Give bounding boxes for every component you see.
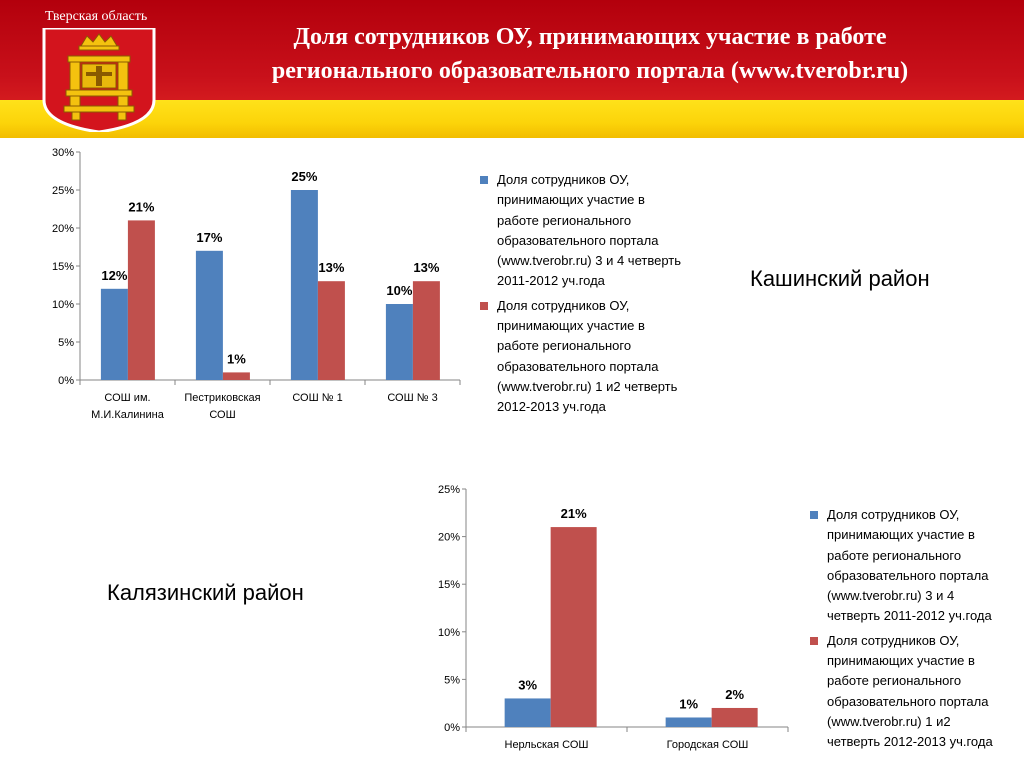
y-tick-label: 15% (438, 579, 460, 591)
legend-line: образовательного портала (827, 567, 989, 583)
legend-item-series-1: Доля сотрудников ОУ, принимающих участие… (810, 505, 1010, 627)
bar-series-2 (127, 220, 155, 380)
y-tick-label: 20% (438, 532, 460, 544)
kashin-legend: Доля сотрудников ОУ, принимающих участие… (480, 170, 708, 422)
legend-line: работе регионального (827, 547, 962, 563)
y-tick-label: 10% (438, 627, 460, 639)
legend-line: 2011-2012 уч.года (497, 273, 605, 289)
y-tick-label: 0% (58, 375, 74, 387)
legend-line: принимающих участие в (497, 318, 645, 334)
slide-title-line-1: Доля сотрудников ОУ, принимающих участие… (293, 24, 887, 50)
legend-line: работе регионального (497, 338, 632, 354)
legend-line: принимающих участие в (497, 192, 645, 208)
x-tick-label-line: СОШ № 3 (387, 392, 437, 404)
kalyazin-legend: Доля сотрудников ОУ, принимающих участие… (810, 505, 1010, 757)
legend-line: Доля сотрудников ОУ, (827, 632, 960, 648)
x-tick-label: Пестриковская СОШ (184, 392, 260, 421)
legend-swatch-series-1 (480, 176, 488, 184)
tver-coat-of-arms-icon (42, 28, 156, 132)
legend-line: 2012-2013 уч.года (497, 399, 606, 415)
bar-series-1 (504, 698, 551, 727)
x-tick-label-line: Городская СОШ (667, 739, 749, 751)
region-label: Тверская область (45, 9, 148, 24)
legend-line: принимающих участие в (827, 653, 975, 669)
x-tick-label-line: Нерльская СОШ (505, 739, 589, 751)
legend-line: образовательного портала (827, 693, 989, 709)
legend-swatch-series-2 (480, 301, 488, 310)
header-yellow-band (0, 100, 1024, 138)
y-tick-label: 5% (58, 337, 74, 349)
data-label: 21% (128, 199, 154, 214)
legend-line: принимающих участие в (827, 527, 975, 543)
y-tick-label: 30% (52, 147, 74, 159)
y-tick-label: 20% (52, 223, 74, 235)
kalyazin-region-label: Калязинский район (107, 580, 304, 605)
legend-swatch-series-2 (810, 636, 818, 645)
data-label: 1% (679, 696, 698, 711)
data-label: 21% (561, 506, 587, 521)
x-tick-label-line: М.И.Калинина (91, 409, 165, 421)
legend-item-series-1: Доля сотрудников ОУ, принимающих участие… (480, 170, 708, 292)
x-tick-label: СОШ № 3 (387, 392, 437, 404)
x-tick-label: Нерльская СОШ (505, 739, 589, 751)
slide-title: Доля сотрудников ОУ, принимающих участие… (170, 20, 1010, 88)
legend-line: работе регионального (497, 212, 632, 228)
legend-line: работе регионального (827, 673, 962, 689)
legend-line: Доля сотрудников ОУ, (497, 297, 630, 313)
x-tick-label-line: СОШ (209, 409, 235, 421)
legend-line: (www.tverobr.ru) 3 и 4 (827, 588, 955, 604)
legend-swatch-series-1 (810, 511, 818, 519)
bar-series-1 (665, 717, 712, 727)
legend-line: (www.tverobr.ru) 1 и2 четверть (497, 378, 678, 394)
data-label: 10% (386, 283, 412, 298)
y-tick-label: 15% (52, 261, 74, 273)
data-label: 12% (101, 268, 127, 283)
y-tick-label: 25% (438, 484, 460, 496)
data-label: 2% (725, 687, 744, 702)
slide-header: Тверская область Доля сотрудников ОУ, пр… (0, 0, 1024, 138)
x-tick-label-line: Пестриковская (184, 392, 260, 404)
data-label: 13% (413, 260, 439, 275)
chart-kashin: 0% 5% 10% 15% 20% 25% 30% СОШ им. М.И.Калинина Пе… (52, 147, 461, 421)
bar-series-2 (711, 707, 758, 727)
data-label: 17% (196, 230, 222, 245)
bar-series-1 (100, 288, 128, 380)
bar-series-1 (290, 190, 318, 380)
legend-line: образовательного портала (497, 358, 659, 374)
legend-line: Доля сотрудников ОУ, (497, 172, 630, 187)
data-label: 3% (518, 677, 537, 692)
legend-line: четверть 2012-2013 уч.года (827, 734, 993, 750)
y-tick-label: 5% (444, 674, 460, 686)
legend-line: (www.tverobr.ru) 3 и 4 четверть (497, 253, 681, 269)
slide-title-line-2: регионального образовательного портала (… (271, 58, 909, 84)
kashin-region-label: Кашинский район (750, 266, 930, 291)
legend-item-series-2: Доля сотрудников ОУ, принимающих участие… (480, 296, 708, 418)
bar-series-1 (385, 304, 413, 380)
x-tick-label: Городская СОШ (667, 739, 749, 751)
bar-series-2 (317, 281, 345, 380)
legend-line: образовательного портала (497, 232, 659, 248)
bar-series-2 (412, 281, 440, 380)
y-tick-label: 25% (52, 185, 74, 197)
x-tick-label: СОШ № 1 (292, 392, 342, 404)
bar-series-2 (550, 527, 597, 727)
legend-line: Доля сотрудников ОУ, (827, 507, 960, 522)
x-tick-label-line: СОШ № 1 (292, 392, 342, 404)
bar-series-1 (195, 250, 223, 380)
x-tick-label-line: СОШ им. (104, 392, 150, 404)
y-tick-label: 10% (52, 299, 74, 311)
x-tick-label: СОШ им. М.И.Калинина (91, 392, 165, 421)
legend-line: четверть 2011-2012 уч.года (827, 608, 992, 624)
data-label: 1% (227, 351, 246, 366)
legend-line: (www.tverobr.ru) 1 и2 (827, 713, 951, 729)
data-label: 13% (318, 260, 344, 275)
bar-series-2 (222, 372, 250, 380)
legend-item-series-2: Доля сотрудников ОУ, принимающих участие… (810, 631, 1010, 753)
y-tick-label: 0% (444, 722, 460, 734)
data-label: 25% (291, 169, 317, 184)
chart-kalyazin: 0% 5% 10% 15% 20% 25% Нерльская СОШ Городская С… (438, 484, 789, 751)
